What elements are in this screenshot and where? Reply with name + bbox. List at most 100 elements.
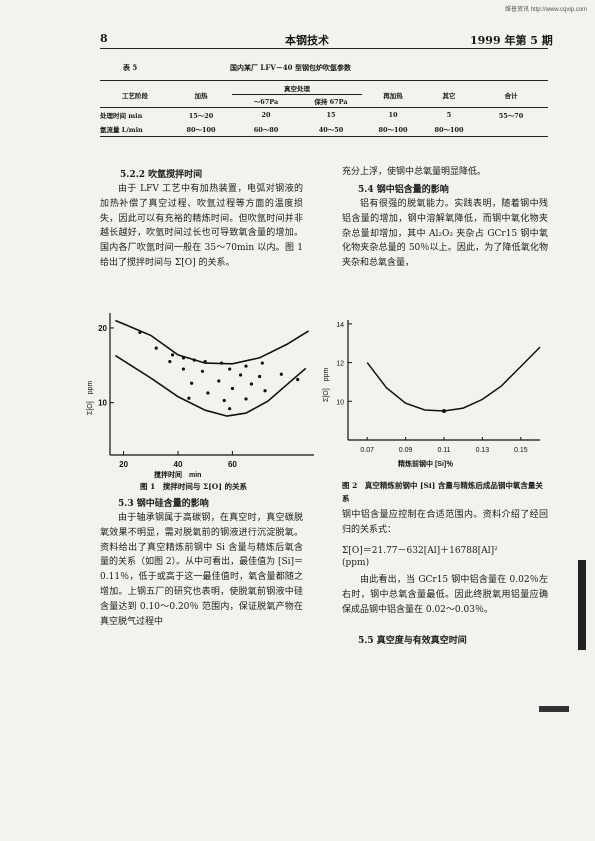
- y-tick-label: 10: [336, 399, 344, 406]
- data-point: [138, 330, 142, 335]
- y-tick-label: 12: [336, 361, 344, 368]
- table-title: 国内某厂 LFV－40 型钢包炉吹氩参数: [230, 63, 351, 72]
- issue-label: 1999 年第 5 期: [470, 34, 553, 47]
- table-label: 表 5: [123, 63, 138, 72]
- x-tick-label: 0.15: [514, 447, 528, 454]
- param-table: 工艺阶段 加热 真空处理 再加热 其它 合计 ～67Pa 保持 67Pa 处理时…: [100, 82, 548, 137]
- watermark: 维普资讯 http://www.cqvip.com: [504, 7, 587, 13]
- x-axis-label: 搅拌时间 min: [154, 470, 201, 479]
- data-point: [203, 359, 207, 364]
- th-vac-sub2: 保持 67Pa: [314, 98, 348, 106]
- y-tick-label: 10: [98, 399, 107, 408]
- data-point: [244, 397, 248, 401]
- row-label: 氩流量 L/min: [100, 126, 143, 134]
- formula-text: Σ[O]＝21.77－632[Al]＋16788[Al]²: [342, 546, 498, 556]
- figure-2-caption: 图 2 真空精炼前钢中 [Si] 含量与精炼后成品钢中氧含量关系: [342, 481, 543, 503]
- cell: 20: [261, 111, 271, 119]
- table-subheader-row: ～67Pa 保持 67Pa: [100, 95, 548, 108]
- data-point: [244, 364, 248, 368]
- section-5-2-2-body: 由于 LFV 工艺中有加热装置，电弧对钢液的加热补偿了真空过程、吹氩过程等方面的…: [100, 182, 303, 271]
- data-point: [181, 356, 186, 360]
- cell: 15～20: [188, 112, 214, 120]
- data-point: [192, 358, 196, 362]
- data-point: [154, 346, 158, 350]
- scan-edge-mark: [539, 706, 569, 712]
- x-tick-label: 0.07: [360, 447, 374, 454]
- cell: 80～100: [378, 126, 408, 134]
- figure-2-chart: 0.07 0.09 0.11 0.13 0.15 14 12 10 精炼前钢中 [Si]％ Σ[O…: [323, 320, 541, 468]
- data-point: [263, 389, 267, 393]
- data-point: [170, 353, 175, 357]
- paragraph: 由于轴承钢属于高碳钢，在真空时，真空碳脱氧效果不明显，需对脱氧前的钢液进行沉淀脱…: [100, 513, 304, 627]
- journal-title: 本钢技术: [285, 34, 329, 47]
- cell: 80～100: [186, 126, 216, 134]
- data-point: [228, 367, 232, 371]
- cell: 40～50: [318, 126, 344, 134]
- data-point: [217, 379, 221, 383]
- data-point: [228, 407, 232, 411]
- regression-formula: Σ[O]＝21.77－632[Al]＋16788[Al]²: [342, 543, 548, 556]
- figure-1-chart: 20 40 60 20 10 搅拌时间 min Σ[O] ppm: [87, 313, 314, 479]
- paragraph: 由于 LFV 工艺中有加热装置，电弧对钢液的加热补偿了真空过程、吹氩过程等方面的…: [100, 184, 303, 268]
- table-row: 处理时间 min 15～20 20 15 10 5 55～70: [100, 107, 548, 123]
- data-point: [249, 382, 254, 386]
- header-rule: [100, 48, 548, 49]
- section-5-4-body: 铝有很强的脱氧能力。实践表明，随着钢中残铝含量的增加，钢中溶解氧降低，而钢中氧化…: [342, 197, 548, 271]
- data-point: [238, 373, 243, 377]
- data-point: [219, 361, 224, 365]
- row-label: 处理时间 min: [100, 112, 143, 120]
- th-stage: 工艺阶段: [122, 91, 148, 100]
- paragraph-final: 由此看出，当 GCr15 钢中铝含量在 0.02％左右时，钢中总氧含量最低。因此…: [342, 573, 548, 617]
- x-tick-label: 60: [228, 460, 237, 469]
- data-point: [260, 361, 264, 365]
- paragraph: 铝有很强的脱氧能力。实践表明，随着钢中残铝含量的增加，钢中溶解氧降低，而钢中氧化…: [342, 199, 548, 269]
- data-point: [168, 359, 172, 364]
- th-total: 合计: [504, 91, 518, 100]
- cell: 80～100: [434, 126, 464, 134]
- scan-edge-mark: [578, 560, 586, 650]
- x-tick-label: 40: [174, 460, 183, 469]
- upper-envelope-curve: [115, 319, 310, 365]
- data-point: [181, 367, 186, 371]
- th-vac-sub1: ～67Pa: [253, 98, 279, 106]
- cell: [474, 122, 548, 137]
- paragraph: 由此看出，当 GCr15 钢中铝含量在 0.02％左右时，钢中总氧含量最低。因此…: [342, 575, 548, 615]
- th-heating: 加热: [194, 91, 208, 100]
- cell: 5: [446, 111, 452, 119]
- paragraph-after-figure-2: 钢中铝含量应控制在合适范围内。资料介绍了经回归的关系式：: [342, 510, 548, 535]
- section-5-2-2-title: 5.2.2 吹氩搅拌时间: [120, 170, 203, 180]
- y-tick-label: 14: [336, 322, 344, 329]
- x-tick-label: 0.11: [437, 447, 450, 454]
- cell: 10: [388, 111, 398, 119]
- cell: 55～70: [498, 112, 524, 120]
- continuation-line: 充分上浮，使钢中总氧量明显降低。: [342, 167, 487, 177]
- data-point: [190, 381, 194, 385]
- section-5-3-body: 由于轴承钢属于高碳钢，在真空时，真空碳脱氧效果不明显，需对脱氧前的钢液进行沉淀脱…: [100, 511, 303, 629]
- th-reheat: 再加热: [383, 91, 403, 100]
- cell: 15: [326, 111, 336, 119]
- data-point: [279, 372, 283, 376]
- data-point: [258, 374, 262, 379]
- section-5-5-title: 5.5 真空度与有效真空时间: [358, 636, 467, 646]
- lower-envelope-curve: [114, 354, 307, 417]
- y-axis-label: Σ[O] ppm: [87, 381, 94, 415]
- data-point: [187, 396, 191, 400]
- page-number: 8: [100, 32, 108, 45]
- table-header-row: 工艺阶段 加热 真空处理 再加热 其它 合计: [100, 82, 548, 100]
- th-vacuum: 真空处理: [232, 82, 362, 95]
- y-axis-label: Σ[O] ppm: [323, 368, 330, 402]
- section-5-4-title: 5.4 钢中铝含量的影响: [358, 185, 449, 195]
- data-point: [222, 398, 226, 403]
- data-point: [230, 386, 234, 391]
- formula-unit: (ppm): [342, 558, 370, 568]
- x-tick-label: 20: [119, 460, 128, 469]
- data-point: [296, 377, 300, 382]
- section-5-3-title: 5.3 钢中硅含量的影响: [118, 499, 209, 509]
- figure-1-caption: 图 1 搅拌时间与 Σ[O] 的关系: [140, 482, 247, 491]
- table-top-rule: [100, 80, 548, 81]
- data-point: [206, 391, 210, 395]
- x-axis-label: 精炼前钢中 [Si]％: [398, 459, 453, 468]
- regression-curve: [366, 346, 541, 412]
- minimum-point-marker: [442, 408, 446, 413]
- table-row: 氩流量 L/min 80～100 60～80 40～50 80～100 80～1…: [100, 122, 548, 137]
